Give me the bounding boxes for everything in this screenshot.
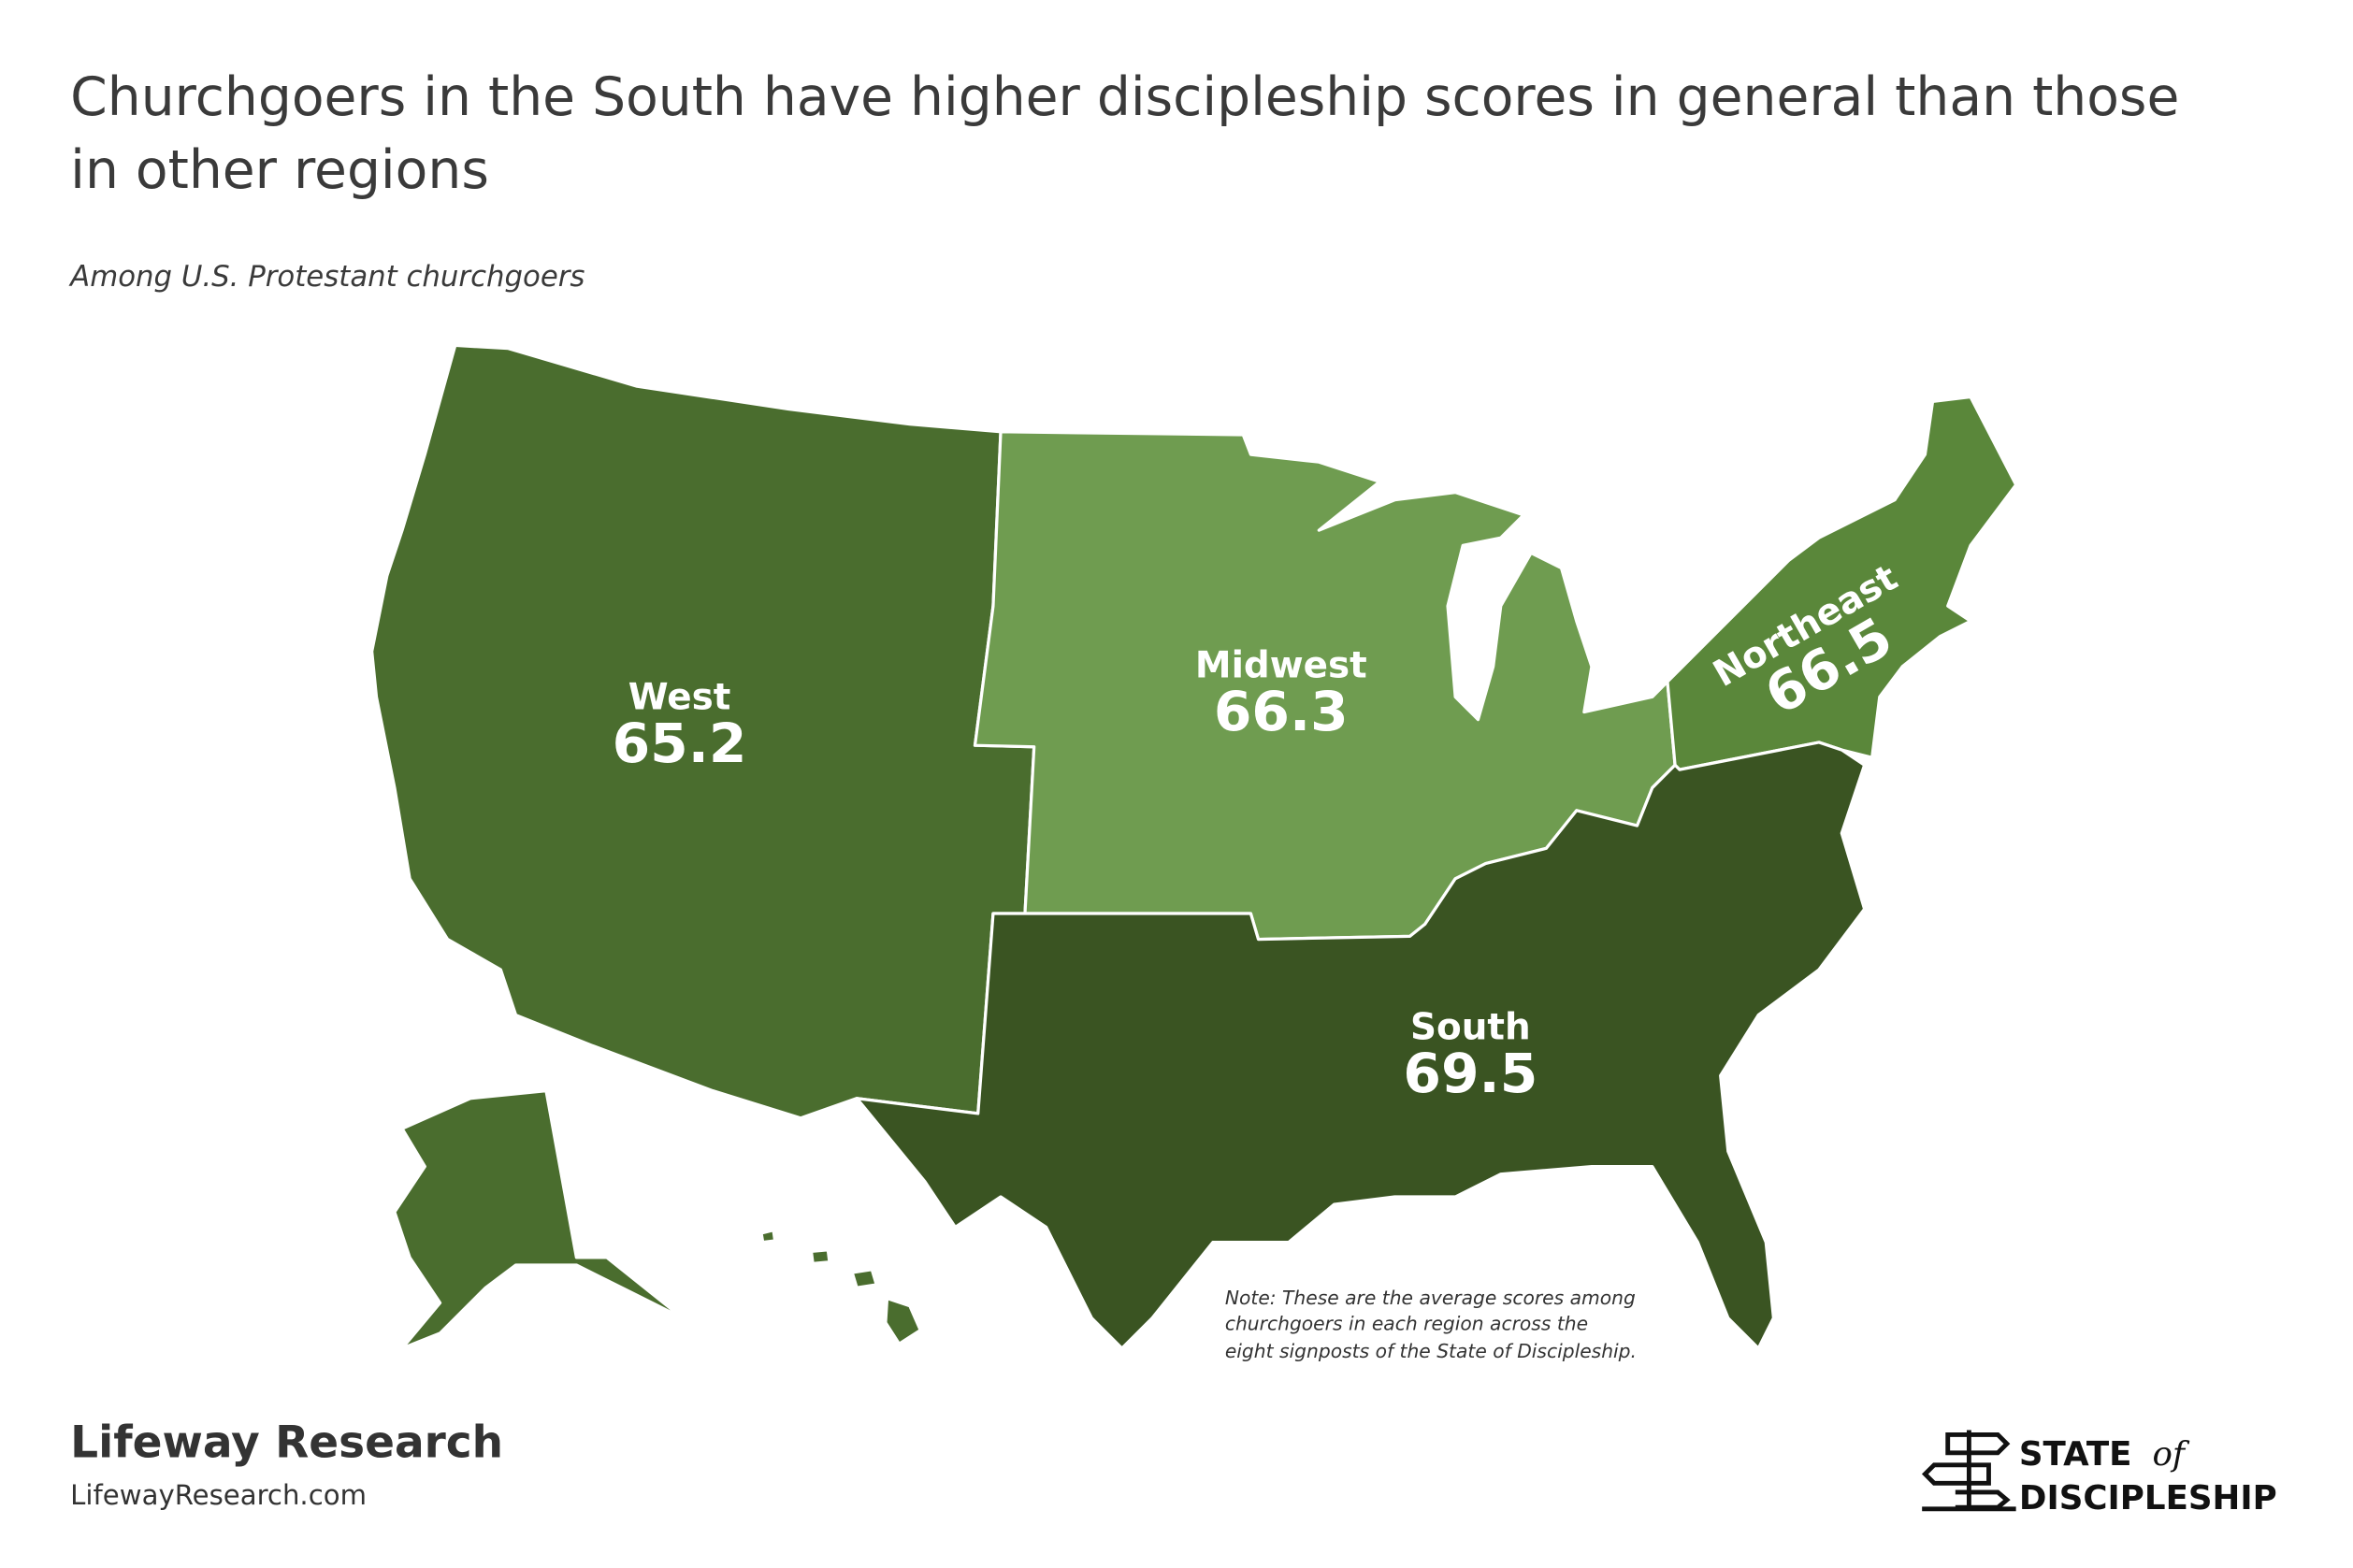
logo-text: DISCIPLESHIP [2019, 1479, 2277, 1518]
subtitle: Among U.S. Protestant churchgoers [68, 260, 585, 294]
logo-icon [1921, 1430, 2016, 1512]
brand: Lifeway Research [70, 1417, 503, 1469]
title-line: Churchgoers in the South have higher dis… [70, 66, 2179, 128]
region-value: 66.3 [1214, 680, 1349, 743]
note-line: churchgoers in each region across the [1225, 1313, 1588, 1335]
brand-url: LifewayResearch.com [70, 1479, 367, 1511]
region-name: Midwest [1195, 644, 1367, 686]
logo-text: STATE [2019, 1435, 2132, 1474]
logo-text: of [2152, 1435, 2189, 1474]
region [855, 741, 1867, 1350]
region-name: West [628, 676, 731, 718]
region-value: 65.2 [613, 712, 747, 775]
title-line: in other regions [70, 139, 489, 201]
region-name: South [1410, 1007, 1531, 1049]
regions [370, 343, 2018, 1350]
region-value: 69.5 [1403, 1042, 1537, 1105]
region [370, 343, 1036, 1350]
note: Note: These are the average scores among… [1225, 1287, 1637, 1362]
note-line: Note: These are the average scores among [1225, 1287, 1636, 1309]
note-line: eight signposts of the State of Disciple… [1225, 1340, 1637, 1362]
